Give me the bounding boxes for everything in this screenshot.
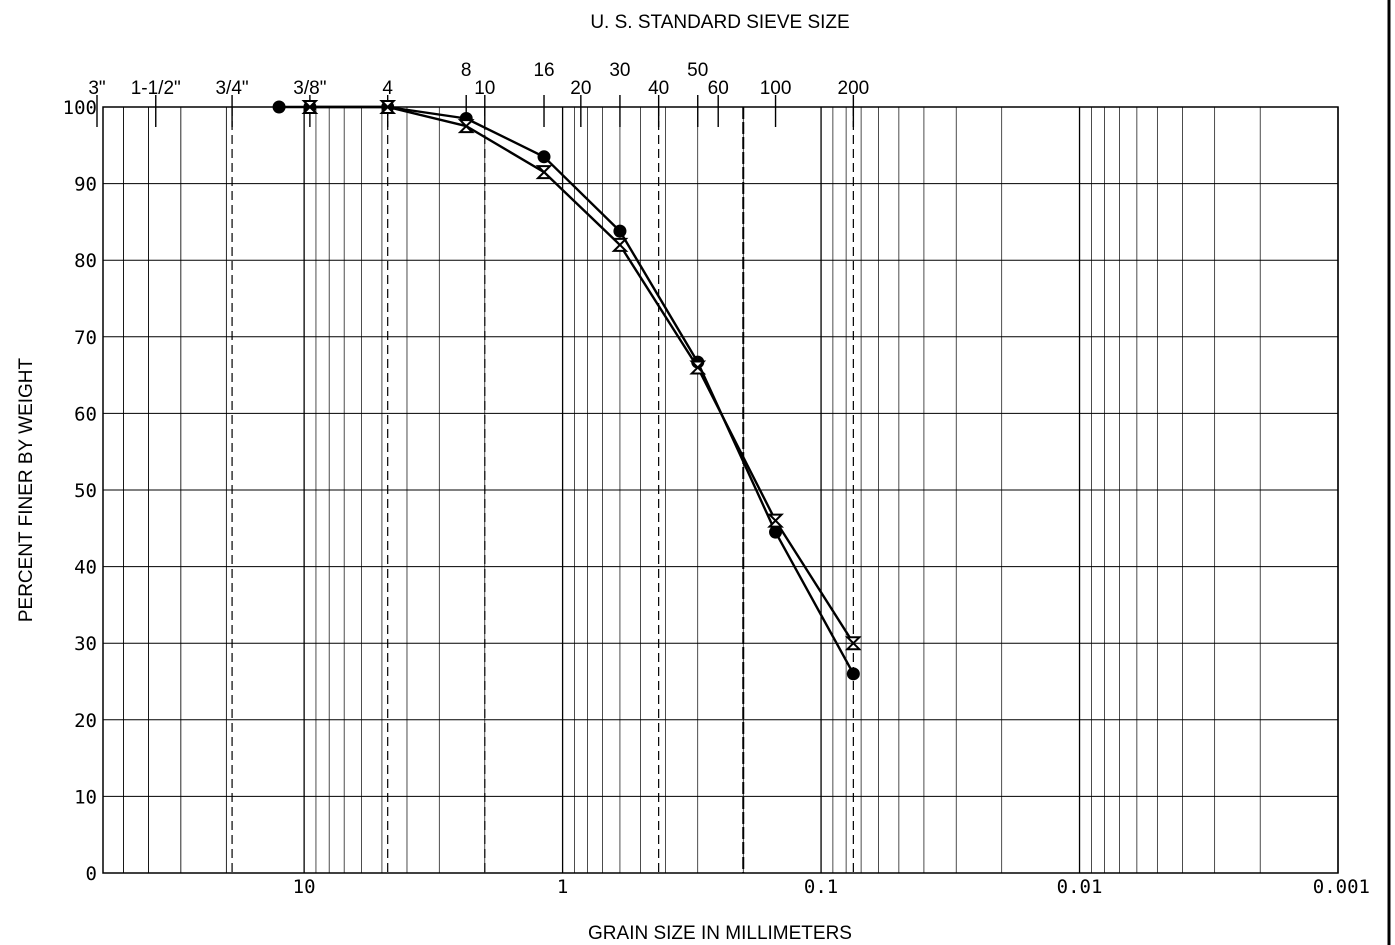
y-tick-label: 90 — [74, 174, 97, 196]
y-tick-label: 40 — [74, 557, 97, 579]
y-tick-label: 60 — [74, 403, 97, 425]
sieve-label: 3/4" — [215, 78, 248, 99]
sieve-label: 40 — [648, 78, 669, 99]
y-tick-label: 0 — [86, 863, 97, 885]
sieve-label: 16 — [533, 60, 554, 81]
sieve-boundaries — [231, 107, 854, 873]
y-tick-label: 30 — [74, 633, 97, 655]
sieve-label: 50 — [687, 60, 708, 81]
x-axis-label: GRAIN SIZE IN MILLIMETERS — [588, 923, 852, 944]
x-axis-ticks: 10 1 0.1 0.01 0.001 — [293, 876, 1370, 898]
sieve-label: 8 — [461, 60, 472, 81]
data-point-circle — [272, 100, 286, 114]
sieve-label: 10 — [474, 78, 495, 99]
data-point-hourglass — [457, 119, 475, 134]
sieve-label: 1-1/2" — [131, 78, 181, 99]
data-point-circle — [537, 150, 551, 164]
y-tick-label: 80 — [74, 250, 97, 272]
y-tick-label: 70 — [74, 327, 97, 349]
data-point-circle — [613, 224, 627, 238]
grid — [102, 106, 1339, 874]
sieve-label: 3" — [88, 78, 105, 99]
data-point-hourglass — [379, 100, 397, 114]
data-point-hourglass — [689, 360, 707, 375]
plot-frame — [102, 106, 1339, 874]
data-point-hourglass — [844, 636, 862, 651]
sieve-label: 20 — [570, 78, 591, 99]
x-tick-label: 0.01 — [1057, 876, 1103, 898]
sieve-label: 60 — [708, 78, 729, 99]
data-point-circle — [846, 667, 860, 681]
y-tick-label: 100 — [63, 97, 97, 119]
sieve-label: 3/8" — [293, 78, 326, 99]
data-point-circle — [769, 525, 783, 539]
x-tick-label: 1 — [557, 876, 568, 898]
y-tick-label: 20 — [74, 710, 97, 732]
x-tick-label: 10 — [293, 876, 316, 898]
sieve-label: 30 — [609, 60, 630, 81]
y-axis-label: PERCENT FINER BY WEIGHT — [16, 357, 37, 622]
sieve-label: 4 — [382, 78, 393, 99]
x-tick-label: 0.1 — [804, 876, 838, 898]
x-tick-label: 0.001 — [1313, 876, 1370, 898]
data-series — [272, 100, 862, 681]
chart-title: U. S. STANDARD SIEVE SIZE — [590, 12, 849, 33]
y-tick-label: 10 — [74, 786, 97, 808]
sieve-label: 100 — [760, 78, 792, 99]
sieve-label: 200 — [838, 78, 870, 99]
data-point-hourglass — [301, 100, 319, 114]
data-point-hourglass — [767, 513, 784, 528]
data-point-hourglass — [611, 237, 629, 252]
series-line-2 — [309, 105, 855, 644]
sieve-ticks — [96, 95, 855, 127]
y-tick-label: 50 — [74, 480, 97, 502]
y-axis-ticks: 0 10 20 30 40 50 60 70 80 90 100 — [63, 97, 97, 885]
data-point-hourglass — [535, 165, 553, 180]
